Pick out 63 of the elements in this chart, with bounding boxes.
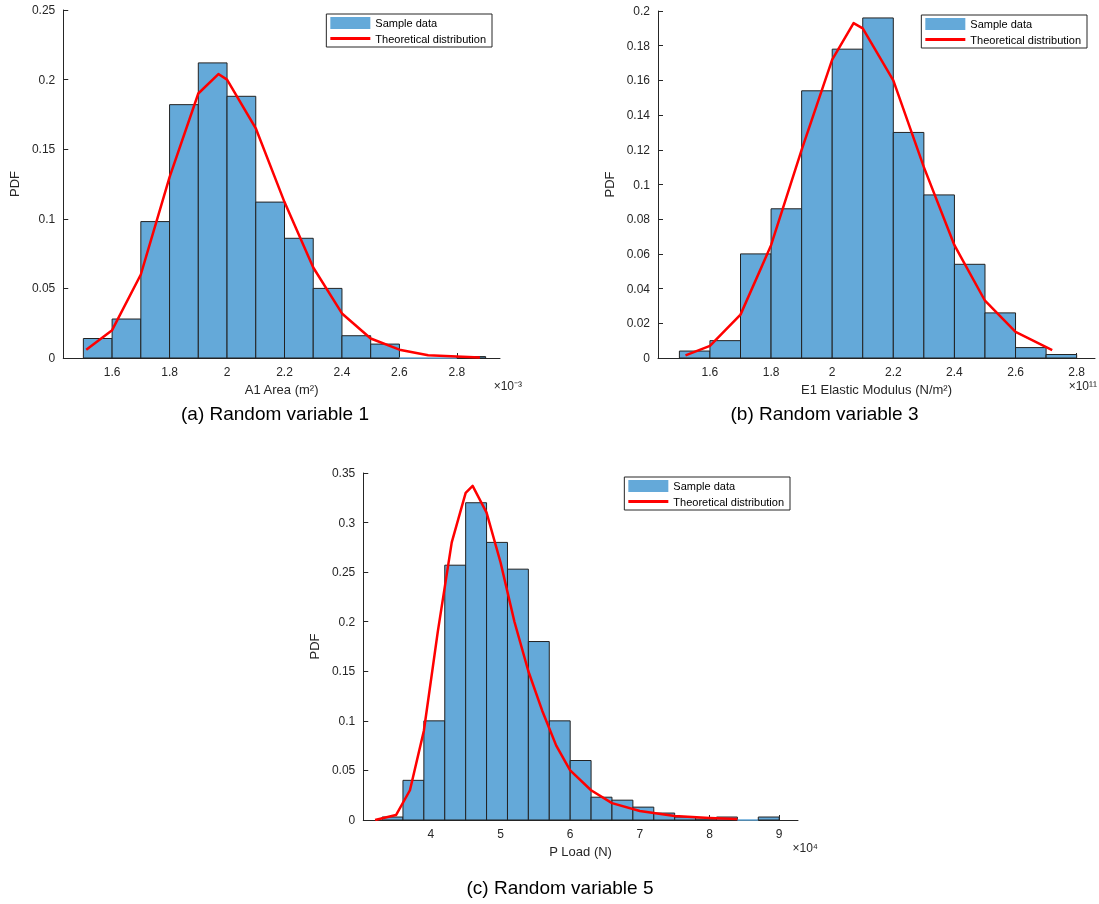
y-tick-label: 0.05 [31, 281, 56, 296]
y-tick-label: 0.15 [331, 664, 356, 679]
y-tick-label: 0.25 [31, 3, 56, 17]
x-tick-label: 5 [497, 827, 505, 841]
x-tick-label: 2.6 [391, 365, 409, 379]
x-tick-label: 9 [775, 827, 783, 841]
y-tick-label: 0.06 [626, 246, 651, 261]
x-tick-label: 1.6 [701, 365, 719, 379]
y-tick-label: 0.1 [38, 211, 56, 226]
x-tick-label: 2.8 [448, 365, 466, 379]
text: ×10⁻³ [493, 379, 523, 393]
x-tick-label: 2.6 [1007, 365, 1025, 379]
legend-label: Theoretical distribution [673, 495, 785, 508]
y-tick-label: 0.02 [626, 316, 651, 331]
y-tick-label: 0.05 [331, 763, 356, 778]
x-tick-label: 1.8 [762, 365, 780, 379]
y-axis-title: PDF [307, 633, 322, 660]
y-tick-label: 0.08 [626, 212, 651, 227]
y-tick-label: 0 [348, 813, 356, 827]
x-tick-label: 2.2 [276, 365, 294, 379]
y-tick-label: 0.14 [626, 108, 651, 123]
x-tick-label: 2.8 [1068, 365, 1086, 379]
y-tick-label: 0.18 [626, 38, 651, 53]
y-tick-label: 0.16 [626, 73, 651, 88]
y-tick-label: 0.2 [633, 4, 651, 18]
y-tick-label: 0.3 [338, 515, 356, 530]
y-tick-label: 0 [643, 351, 651, 365]
text: ×10¹¹ [1068, 379, 1098, 393]
legend-label: Theoretical distribution [375, 32, 487, 45]
x-tick-label: 2.4 [946, 365, 964, 379]
y-tick-label: 0.2 [338, 614, 356, 629]
text: (a) Random variable 1 [181, 403, 369, 424]
text: (c) Random variable 5 [466, 877, 654, 898]
legend-label: Theoretical distribution [970, 33, 1082, 46]
y-axis-title: PDF [601, 171, 617, 198]
y-tick-label: 0.1 [633, 177, 651, 192]
x-axis-title: P Load (N) [549, 843, 612, 859]
y-tick-label: 0.15 [31, 142, 56, 157]
x-tick-label: 2.4 [333, 365, 351, 379]
x-tick-label: 2 [828, 365, 836, 379]
text: (b) Random variable 3 [730, 403, 919, 424]
y-axis-title: PDF [7, 170, 22, 197]
x-tick-label: 4 [427, 827, 435, 841]
legend-label: Sample data [375, 17, 438, 29]
y-tick-label: 0.2 [38, 72, 56, 87]
legend-label: Sample data [970, 18, 1033, 30]
text: ×10⁴ [792, 841, 818, 855]
x-axis-title: E1 Elastic Modulus (N/m²) [801, 381, 952, 397]
x-tick-label: 1.6 [103, 365, 121, 379]
x-tick-label: 2 [223, 365, 231, 379]
x-tick-label: 1.8 [161, 365, 179, 379]
y-tick-label: 0.35 [331, 466, 356, 480]
y-tick-label: 0 [48, 351, 56, 365]
y-tick-label: 0.04 [626, 281, 651, 296]
x-tick-label: 2.2 [884, 365, 902, 379]
y-tick-label: 0.12 [626, 142, 651, 157]
x-tick-label: 8 [706, 827, 714, 841]
x-tick-label: 7 [636, 827, 644, 841]
x-axis-title: A1 Area (m²) [244, 381, 319, 397]
y-tick-label: 0.1 [338, 713, 356, 728]
x-tick-label: 6 [566, 827, 574, 841]
legend-label: Sample data [673, 480, 736, 492]
y-tick-label: 0.25 [331, 565, 356, 580]
